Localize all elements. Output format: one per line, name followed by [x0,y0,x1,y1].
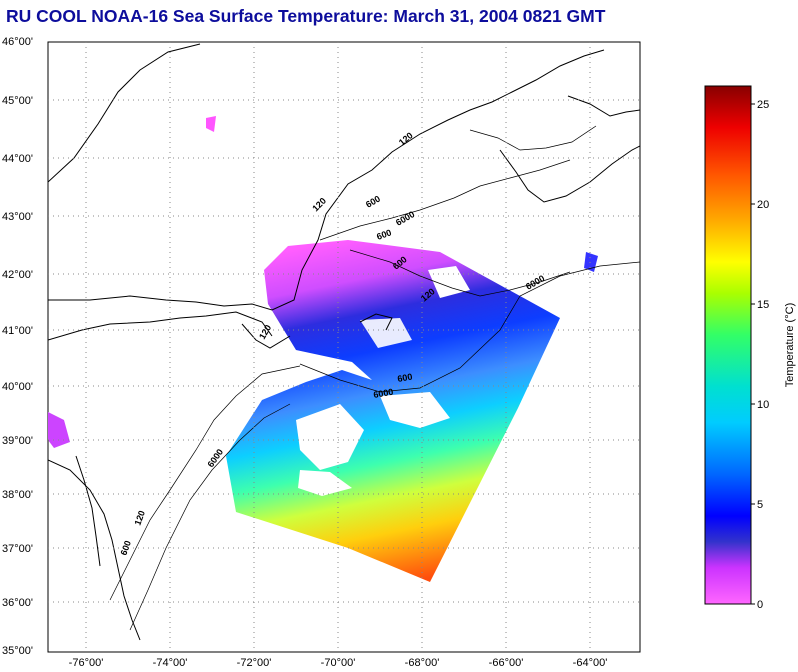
lon-label: -68°00' [405,657,440,669]
sst-patch [48,412,70,448]
colorbar-tick: 15 [757,299,769,311]
lon-label: -72°00' [237,657,272,669]
cloud-gap [360,318,412,348]
lon-label: -64°00' [573,657,608,669]
cloud-gap [298,470,352,496]
lon-labels: -76°00' -74°00' -72°00' -70°00' -68°00' … [69,657,608,669]
lon-label: -66°00' [489,657,524,669]
isobath-label: 6000 [373,387,394,400]
lat-label: 39°00' [2,435,33,447]
isobath-lines [109,125,640,631]
lat-label: 44°00' [2,153,33,165]
lon-label: -70°00' [321,657,356,669]
lat-label: 42°00' [2,269,33,281]
lat-label: 35°00' [2,645,33,657]
coastline [48,43,640,641]
page-title: RU COOL NOAA-16 Sea Surface Temperature:… [6,6,606,26]
lat-label: 40°00' [2,381,33,393]
isobath-label: 600 [397,372,414,384]
lat-label: 46°00' [2,36,33,48]
lat-label: 45°00' [2,95,33,107]
sst-patch [206,116,216,132]
lat-labels: 46°00' 45°00' 44°00' 43°00' 42°00' 41°00… [2,36,33,657]
colorbar-tick: 0 [757,599,763,611]
lon-label: -74°00' [153,657,188,669]
sst-patch [584,252,598,272]
isobath-label: 120 [132,509,147,527]
isobath-label: 600 [375,227,393,242]
lon-label: -76°00' [69,657,104,669]
colorbar: 25 20 15 10 5 0 Temperature (°C) [704,85,796,611]
colorbar-scale [704,85,752,605]
colorbar-tick: 10 [757,399,769,411]
colorbar-tick: 5 [757,499,763,511]
lat-label: 41°00' [2,325,33,337]
isobath-label: 600 [118,539,133,557]
cloud-gap [380,392,450,428]
cloud-gap [296,404,364,470]
colorbar-label: Temperature (°C) [784,303,796,387]
graticule [48,42,640,652]
lat-label: 36°00' [2,597,33,609]
lat-label: 38°00' [2,489,33,501]
colorbar-tick: 25 [757,99,769,111]
colorbar-tick: 20 [757,199,769,211]
lat-label: 43°00' [2,211,33,223]
lat-label: 37°00' [2,543,33,555]
